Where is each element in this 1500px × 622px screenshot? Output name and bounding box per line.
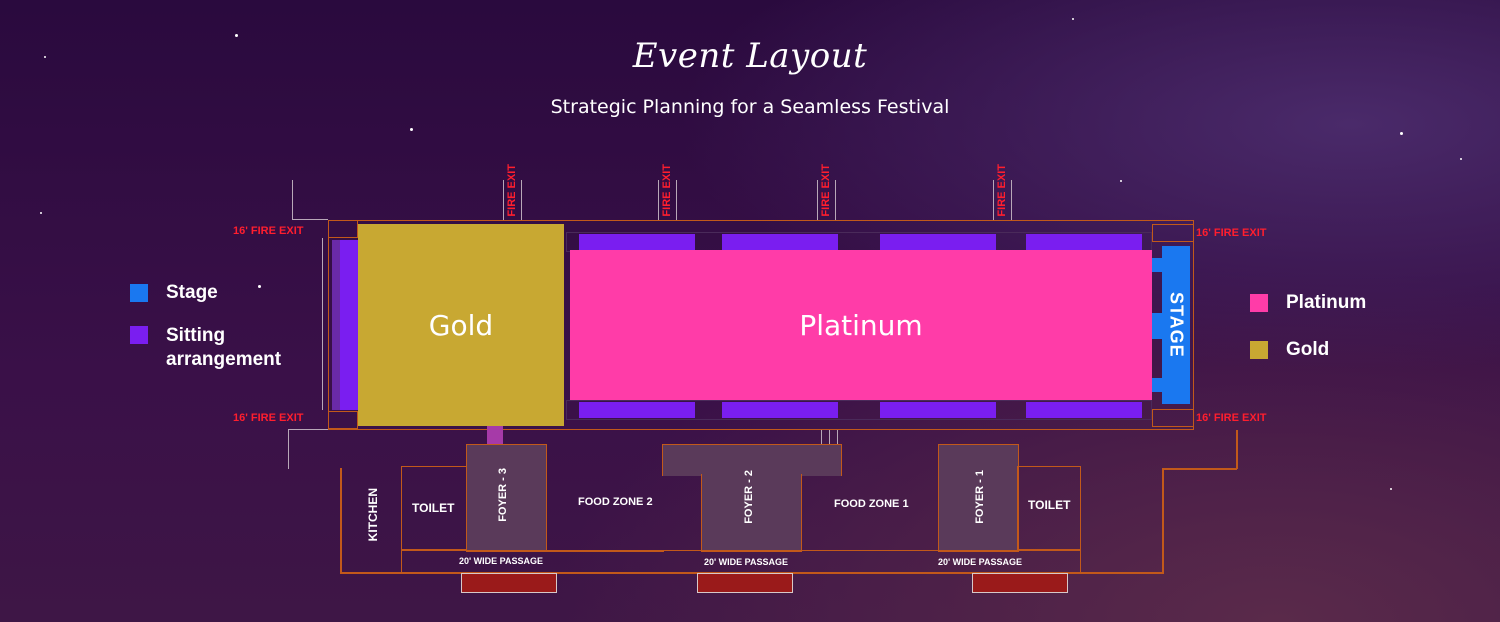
- facility-outline: [1162, 468, 1237, 470]
- legend-label: Stage: [166, 282, 218, 303]
- stage-notch: [1152, 258, 1164, 272]
- toilet-right: [1017, 466, 1081, 550]
- legend-item-sitting: Sitting arrangement: [130, 324, 305, 372]
- seating-row-bottom-frame: [566, 400, 1152, 420]
- facility-outline: [340, 468, 342, 572]
- kitchen-label: KITCHEN: [366, 488, 380, 542]
- fire-exit-label: FIRE EXIT: [820, 164, 832, 217]
- fire-exit-box-right-top: [1152, 224, 1194, 242]
- stage: STAGE: [1162, 246, 1190, 404]
- fire-exit-label: FIRE EXIT: [661, 164, 673, 217]
- legend-label: Gold: [1286, 339, 1330, 360]
- page-title: Event Layout: [632, 36, 868, 76]
- star: [1460, 158, 1462, 160]
- sitting-strip-left-outer: [332, 240, 340, 410]
- fire-exit-corridor: [658, 180, 659, 220]
- foyer-3-label: FOYER - 3: [497, 468, 509, 522]
- passage-block: [972, 573, 1068, 593]
- legend-swatch-platinum: [1250, 294, 1268, 312]
- platinum-zone-label: Platinum: [799, 308, 923, 342]
- gold-zone-label: Gold: [428, 308, 494, 342]
- star: [1120, 180, 1122, 182]
- connector-line: [837, 430, 838, 444]
- food-zone-2-label: FOOD ZONE 2: [578, 496, 653, 508]
- passage-row: [401, 550, 1081, 573]
- seating-block-top: [579, 234, 695, 250]
- gold-zone: Gold: [358, 224, 564, 426]
- legend-swatch-sitting: [130, 326, 148, 344]
- guide-line: [288, 429, 328, 430]
- fire-exit-corridor: [676, 180, 677, 220]
- fire-exit-box-left-top: [328, 220, 358, 238]
- page-subtitle: Strategic Planning for a Seamless Festiv…: [550, 96, 950, 118]
- legend-item-stage: Stage: [130, 282, 218, 304]
- fire-exit-corridor: [817, 180, 818, 220]
- star: [40, 212, 42, 214]
- star: [44, 56, 46, 58]
- star: [258, 285, 261, 288]
- toilet-right-label: TOILET: [1028, 498, 1071, 512]
- legend-swatch-stage: [130, 284, 148, 302]
- legend-label: Platinum: [1286, 292, 1367, 313]
- star: [235, 34, 238, 37]
- guide-line: [322, 238, 323, 410]
- food-zone-2: [546, 444, 664, 552]
- fire-exit-box-right-bottom: [1152, 409, 1194, 427]
- fire-exit-corridor: [521, 180, 522, 220]
- stage-notch: [1152, 313, 1164, 339]
- foyer-2-label: FOYER - 2: [743, 470, 755, 524]
- legend-item-platinum: Platinum: [1250, 292, 1366, 314]
- fire-exit-box-left-bottom: [328, 411, 358, 429]
- guide-line: [288, 429, 289, 469]
- passage-block: [461, 573, 557, 593]
- sitting-strip-left: [340, 240, 358, 410]
- seating-block-bottom: [722, 402, 838, 418]
- passage-label: 20' WIDE PASSAGE: [459, 556, 543, 566]
- connector-line: [829, 430, 830, 444]
- fire-exit-corridor: [835, 180, 836, 220]
- guide-line: [292, 180, 293, 220]
- foyer-2-top: [662, 444, 842, 476]
- seating-block-bottom: [880, 402, 996, 418]
- passage-block: [697, 573, 793, 593]
- fire-exit-left-top: 16' FIRE EXIT: [233, 225, 304, 237]
- star: [1390, 488, 1392, 490]
- fire-exit-right-top: 16' FIRE EXIT: [1196, 227, 1267, 239]
- seating-block-top: [1026, 234, 1142, 250]
- legend-swatch-gold: [1250, 341, 1268, 359]
- facility-outline: [1236, 430, 1238, 469]
- stage-notch: [1152, 378, 1164, 392]
- foyer-1-label: FOYER - 1: [974, 470, 986, 524]
- fire-exit-corridor: [993, 180, 994, 220]
- connector-purple: [487, 426, 503, 444]
- guide-line: [292, 219, 328, 220]
- star: [1072, 18, 1074, 20]
- star: [1400, 132, 1403, 135]
- facility-outline: [1162, 468, 1164, 573]
- legend-item-gold: Gold: [1250, 339, 1329, 361]
- fire-exit-left-bottom: 16' FIRE EXIT: [233, 412, 304, 424]
- foyer-2: [701, 474, 802, 552]
- main-hall-outline: [328, 220, 1194, 430]
- fire-exit-label: FIRE EXIT: [506, 164, 518, 217]
- foyer-3: [466, 444, 547, 552]
- passage-label: 20' WIDE PASSAGE: [704, 557, 788, 567]
- seating-block-bottom: [579, 402, 695, 418]
- passage-label: 20' WIDE PASSAGE: [938, 557, 1022, 567]
- fire-exit-corridor: [1011, 180, 1012, 220]
- star: [410, 128, 413, 131]
- connector-line: [821, 430, 822, 444]
- stage-label: STAGE: [1166, 292, 1187, 358]
- legend-label: Sitting arrangement: [166, 325, 282, 370]
- fire-exit-right-bottom: 16' FIRE EXIT: [1196, 412, 1267, 424]
- platinum-zone: Platinum: [570, 250, 1152, 400]
- seating-block-bottom: [1026, 402, 1142, 418]
- seating-block-top: [880, 234, 996, 250]
- food-zone-1-label: FOOD ZONE 1: [834, 498, 909, 510]
- fire-exit-corridor: [503, 180, 504, 220]
- seating-block-top: [722, 234, 838, 250]
- foyer-1: [938, 444, 1019, 552]
- fire-exit-label: FIRE EXIT: [996, 164, 1008, 217]
- toilet-left-label: TOILET: [412, 501, 455, 515]
